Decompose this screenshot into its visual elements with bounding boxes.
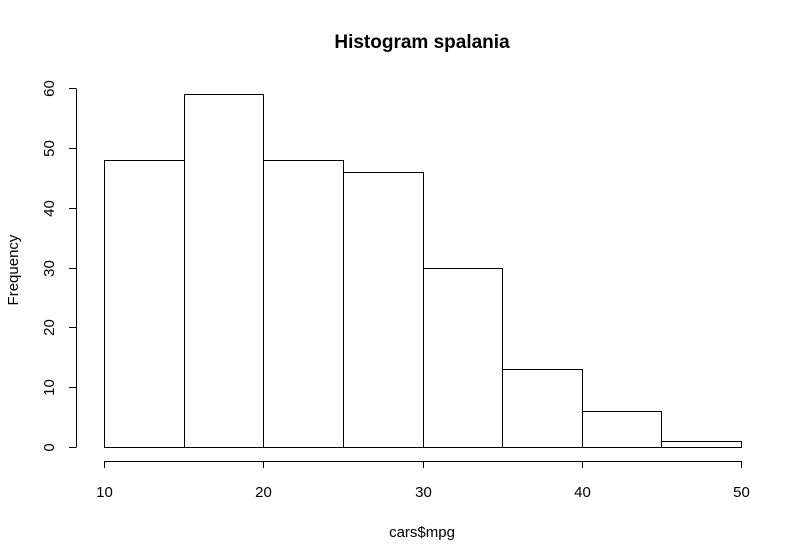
x-tick-label: 20 <box>255 484 272 501</box>
histogram-bar <box>502 369 583 448</box>
histogram-bar <box>423 268 503 448</box>
histogram-bar <box>582 411 662 448</box>
y-axis: 0 10 20 30 40 50 60 <box>41 80 77 452</box>
x-tick-label: 40 <box>574 484 591 501</box>
y-tick-label: 0 <box>41 443 58 451</box>
y-tick-label: 50 <box>41 140 58 157</box>
x-axis-label: cars$mpg <box>389 524 455 541</box>
histogram-bar <box>343 172 424 448</box>
y-tick-label: 30 <box>41 260 58 277</box>
x-tick-label: 50 <box>733 484 750 501</box>
x-tick-label: 10 <box>96 484 113 501</box>
y-tick-label: 10 <box>41 379 58 396</box>
chart-title: Histogram spalania <box>334 32 510 53</box>
bars-group <box>104 94 742 448</box>
y-tick-label: 60 <box>41 80 58 97</box>
histogram-bar <box>184 94 264 448</box>
histogram-bar <box>263 160 344 448</box>
y-tick-label: 20 <box>41 319 58 336</box>
y-tick-label: 40 <box>41 200 58 217</box>
histogram-bar <box>661 441 742 448</box>
x-axis: 10 20 30 40 50 <box>96 461 750 501</box>
x-tick-label: 30 <box>415 484 432 501</box>
y-axis-label: Frequency <box>5 234 22 305</box>
histogram-bar <box>104 160 185 448</box>
